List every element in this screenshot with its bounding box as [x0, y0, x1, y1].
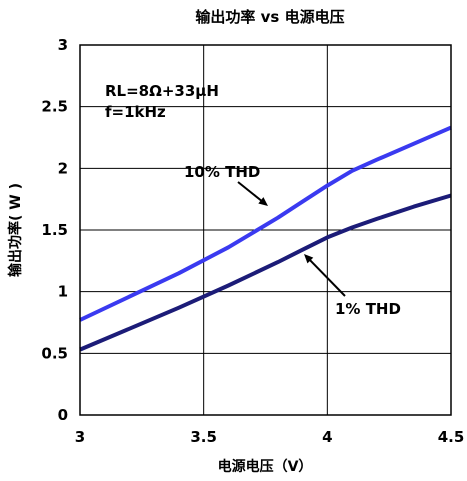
y-axis-label: 输出功率( W ): [7, 183, 24, 277]
y-tick-label: 0: [58, 406, 68, 424]
annotation-load: RL=8Ω+33μH: [105, 82, 219, 100]
x-tick-label: 3: [75, 428, 85, 446]
grid-lines: [80, 45, 451, 415]
arrow-10pct-thd: [237, 181, 268, 206]
chart-title: 输出功率 vs 电源电压: [195, 8, 344, 26]
y-tick-label: 0.5: [41, 344, 68, 362]
series-line-1: [79, 193, 452, 352]
series-label-1pct-thd: 1% THD: [335, 300, 401, 318]
y-tick-label: 1: [58, 283, 68, 301]
y-tick-label: 1.5: [41, 221, 68, 239]
x-tick-label: 4: [322, 428, 332, 446]
x-axis-label: 电源电压（V）: [218, 458, 313, 475]
y-tick-label: 2.5: [41, 98, 68, 116]
tick-labels: 0 0.5 1 1.5 2 2.5 3 3 3.5 4 4.5: [41, 36, 464, 446]
series-line-0: [79, 125, 452, 322]
x-tick-label: 4.5: [438, 428, 465, 446]
series-lines: [79, 125, 452, 352]
x-tick-label: 3.5: [190, 428, 217, 446]
annotation-frequency: f=1kHz: [105, 103, 166, 121]
annotation-arrows: [237, 181, 346, 297]
arrow-1pct-thd: [304, 254, 346, 297]
plot-frame: [79, 44, 452, 416]
y-tick-label: 3: [58, 36, 68, 54]
y-tick-label: 2: [58, 159, 68, 177]
series-label-10pct-thd: 10% THD: [184, 163, 260, 181]
